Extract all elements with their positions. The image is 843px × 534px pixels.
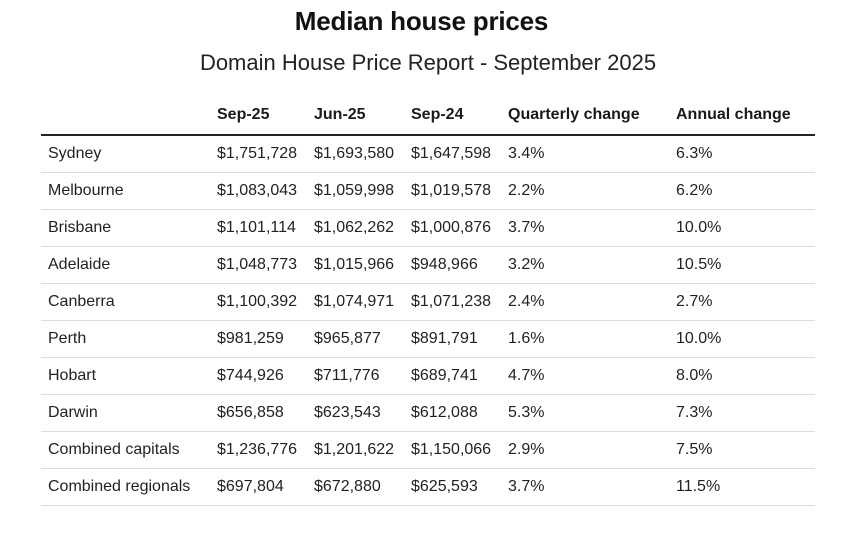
sep-24-cell: $891,791 [404, 320, 501, 358]
annual-change-cell: 7.3% [669, 394, 815, 432]
annual-change-cell: 7.5% [669, 431, 815, 469]
annual-change-cell: 10.5% [669, 246, 815, 284]
quarterly-change-cell: 3.7% [501, 209, 669, 247]
table-row: Hobart $744,926 $711,776 $689,741 4.7% 8.0% [41, 357, 815, 395]
jun-25-cell: $965,877 [307, 320, 404, 358]
sep-25-cell: $656,858 [210, 394, 307, 432]
sep-25-cell: $1,101,114 [210, 209, 307, 247]
jun-25-cell: $623,543 [307, 394, 404, 432]
jun-25-cell: $1,074,971 [307, 283, 404, 321]
quarterly-change-cell: 2.2% [501, 172, 669, 210]
jun-25-cell: $711,776 [307, 357, 404, 395]
sep-25-cell: $1,048,773 [210, 246, 307, 284]
sep-25-cell: $697,804 [210, 468, 307, 506]
jun-25-cell: $672,880 [307, 468, 404, 506]
quarterly-change-cell: 3.7% [501, 468, 669, 506]
sep-25-cell: $744,926 [210, 357, 307, 395]
jun-25-cell: $1,062,262 [307, 209, 404, 247]
table-row: Darwin $656,858 $623,543 $612,088 5.3% 7.3% [41, 394, 815, 432]
jun-25-cell: $1,015,966 [307, 246, 404, 284]
annual-change-cell: 6.2% [669, 172, 815, 210]
header-sep-24: Sep-24 [404, 96, 501, 136]
city-cell: Melbourne [41, 172, 210, 210]
sep-25-cell: $981,259 [210, 320, 307, 358]
header-annual-change: Annual change [669, 96, 815, 136]
quarterly-change-cell: 2.9% [501, 431, 669, 469]
sep-24-cell: $1,150,066 [404, 431, 501, 469]
quarterly-change-cell: 1.6% [501, 320, 669, 358]
annual-change-cell: 10.0% [669, 209, 815, 247]
table-row: Combined capitals $1,236,776 $1,201,622 $1,… [41, 431, 815, 469]
annual-change-cell: 2.7% [669, 283, 815, 321]
city-cell: Darwin [41, 394, 210, 432]
annual-change-cell: 8.0% [669, 357, 815, 395]
jun-25-cell: $1,201,622 [307, 431, 404, 469]
annual-change-cell: 10.0% [669, 320, 815, 358]
sep-24-cell: $689,741 [404, 357, 501, 395]
quarterly-change-cell: 3.2% [501, 246, 669, 284]
annual-change-cell: 6.3% [669, 135, 815, 173]
quarterly-change-cell: 3.4% [501, 135, 669, 173]
quarterly-change-cell: 5.3% [501, 394, 669, 432]
header-jun-25: Jun-25 [307, 96, 404, 136]
chart-title: Median house prices [294, 6, 549, 36]
table-row: Melbourne $1,083,043 $1,059,998 $1,019,578 2… [41, 172, 815, 210]
city-cell: Adelaide [41, 246, 210, 284]
quarterly-change-cell: 4.7% [501, 357, 669, 395]
sep-24-cell: $612,088 [404, 394, 501, 432]
header-city [41, 96, 210, 136]
table-row: Canberra $1,100,392 $1,074,971 $1,071,238 2.… [41, 283, 815, 321]
jun-25-cell: $1,059,998 [307, 172, 404, 210]
city-cell: Brisbane [41, 209, 210, 247]
city-cell: Combined capitals [41, 431, 210, 469]
table-row: Adelaide $1,048,773 $1,015,966 $948,966 3.2%… [41, 246, 815, 284]
sep-25-cell: $1,236,776 [210, 431, 307, 469]
city-cell: Perth [41, 320, 210, 358]
chart-subtitle: Domain House Price Report - September 20… [199, 50, 657, 75]
price-table: Sep-25 Jun-25 Sep-24 Quarterly change An… [41, 96, 815, 506]
city-cell: Canberra [41, 283, 210, 321]
quarterly-change-cell: 2.4% [501, 283, 669, 321]
sep-24-cell: $1,000,876 [404, 209, 501, 247]
city-cell: Combined regionals [41, 468, 210, 506]
header-row: Sep-25 Jun-25 Sep-24 Quarterly change An… [41, 96, 815, 136]
sep-25-cell: $1,751,728 [210, 135, 307, 173]
sep-25-cell: $1,083,043 [210, 172, 307, 210]
sep-24-cell: $1,647,598 [404, 135, 501, 173]
table-row: Combined regionals $697,804 $672,880 $625,5… [41, 468, 815, 506]
sep-24-cell: $625,593 [404, 468, 501, 506]
sep-24-cell: $1,019,578 [404, 172, 501, 210]
sep-25-cell: $1,100,392 [210, 283, 307, 321]
sep-24-cell: $948,966 [404, 246, 501, 284]
table-row: Brisbane $1,101,114 $1,062,262 $1,000,876 3.… [41, 209, 815, 247]
table-body: Sydney $1,751,728 $1,693,580 $1,647,598 3.4%… [41, 135, 815, 506]
sep-24-cell: $1,071,238 [404, 283, 501, 321]
city-cell: Sydney [41, 135, 210, 173]
header-quarterly-change: Quarterly change [501, 96, 669, 136]
annual-change-cell: 11.5% [669, 468, 815, 506]
city-cell: Hobart [41, 357, 210, 395]
table-row: Sydney $1,751,728 $1,693,580 $1,647,598 3.4%… [41, 135, 815, 173]
table-row: Perth $981,259 $965,877 $891,791 1.6% 10.0% [41, 320, 815, 358]
header-sep-25: Sep-25 [210, 96, 307, 136]
jun-25-cell: $1,693,580 [307, 135, 404, 173]
